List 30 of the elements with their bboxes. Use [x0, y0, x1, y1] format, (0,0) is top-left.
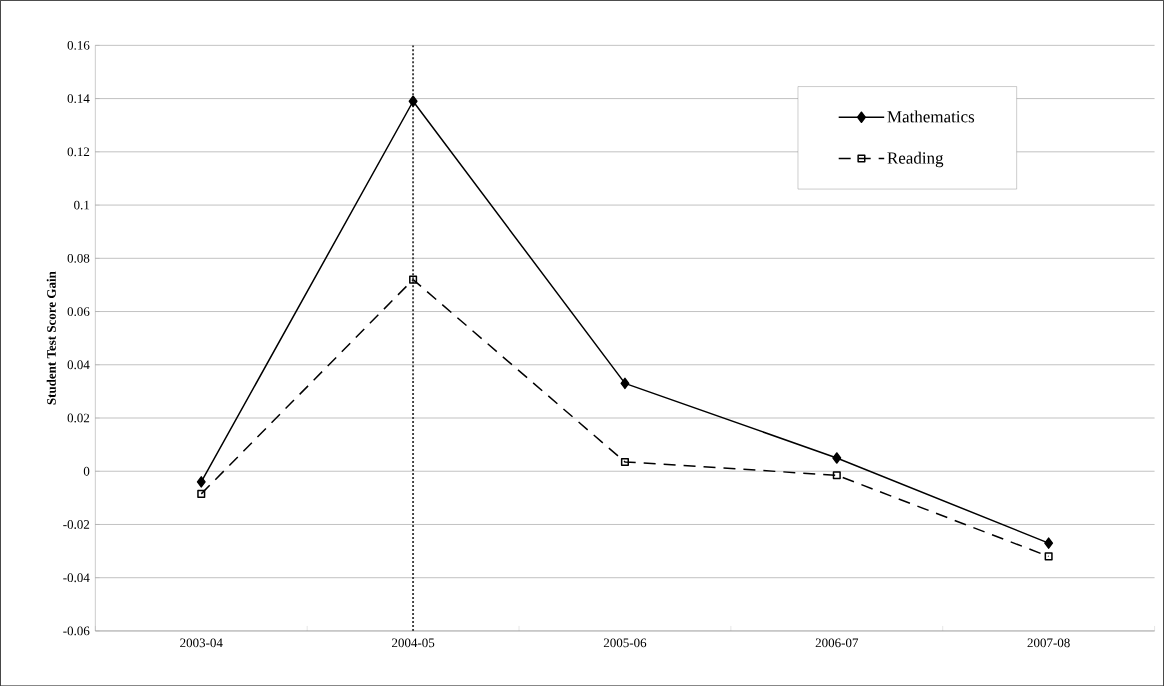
y-tick-label: 0.12	[67, 147, 90, 157]
point	[620, 457, 629, 466]
y-tick-label: 0.06	[67, 306, 90, 316]
point	[1044, 537, 1054, 549]
y-tick-label: 0.02	[67, 413, 90, 423]
y-tick-label: 0.16	[67, 40, 90, 50]
point	[1044, 552, 1053, 561]
y-tick-label: 0.08	[67, 253, 90, 263]
y-tick-label: -0.04	[63, 573, 90, 582]
x-tick-label: 2003-04	[180, 638, 223, 648]
point	[409, 275, 418, 284]
point	[196, 475, 206, 488]
point	[408, 95, 418, 107]
y-tick-label: 0.04	[67, 360, 90, 370]
legend-label: Reading	[887, 151, 944, 168]
point	[620, 377, 630, 389]
point	[197, 489, 206, 498]
legend-label: Mathematics	[887, 110, 975, 123]
point	[832, 452, 842, 464]
x-tick-label: 2007-08	[1027, 638, 1070, 648]
y-axis-title: Student Test Score Gain	[46, 271, 56, 405]
point	[832, 471, 841, 480]
y-tick-label: 0.14	[67, 94, 90, 103]
x-tick-label: 2006-07	[815, 638, 859, 648]
x-tick-label: 2004-05	[392, 638, 435, 648]
x-tick-label: 2005-06	[603, 638, 647, 648]
y-tick-label: 0.1	[74, 200, 90, 210]
y-tick-label: -0.02	[63, 519, 90, 529]
y-tick-label: 0	[83, 466, 90, 476]
y-tick-label: -0.06	[63, 626, 90, 636]
